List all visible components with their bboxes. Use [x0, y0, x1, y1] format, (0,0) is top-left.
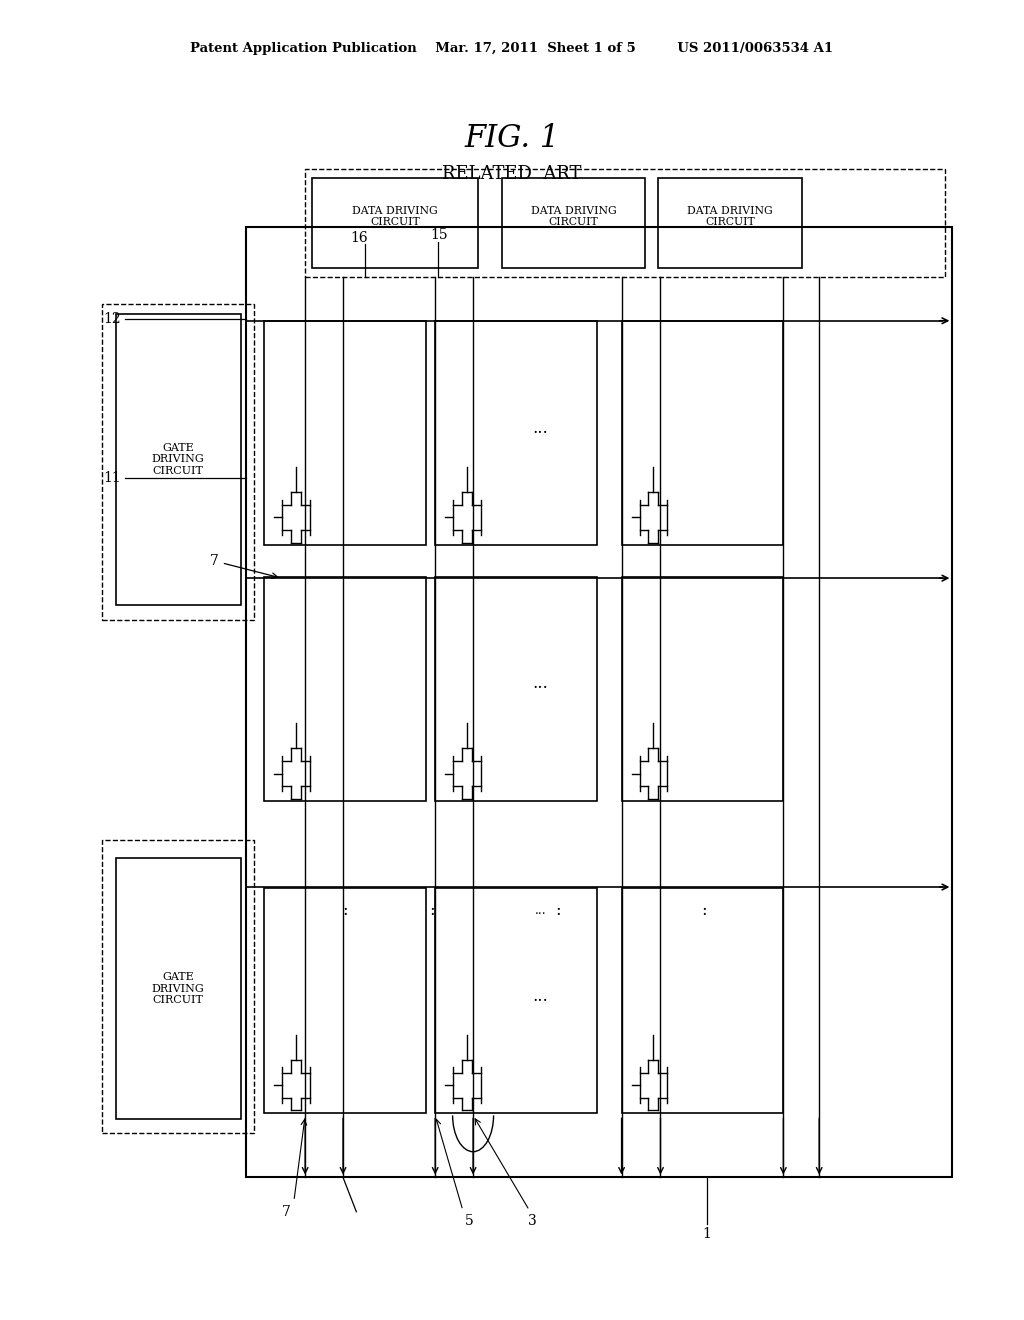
Bar	[264, 577, 426, 801]
Bar	[622, 321, 783, 545]
Text: 11: 11	[103, 471, 121, 484]
Text: DATA DRIVING
CIRCUIT: DATA DRIVING CIRCUIT	[530, 206, 616, 227]
Text: ...: ...	[532, 989, 549, 1005]
Text: :: :	[555, 903, 561, 919]
Bar	[658, 178, 802, 268]
Text: GATE
DRIVING
CIRCUIT: GATE DRIVING CIRCUIT	[152, 442, 205, 477]
Bar	[622, 888, 783, 1113]
Text: GATE
DRIVING
CIRCUIT: GATE DRIVING CIRCUIT	[152, 972, 205, 1006]
Bar	[102, 840, 254, 1133]
Text: 3: 3	[528, 1214, 537, 1228]
Bar	[264, 888, 426, 1113]
Text: 5: 5	[465, 1214, 473, 1228]
Text: :: :	[701, 903, 708, 919]
Text: 1: 1	[702, 1228, 711, 1241]
Text: 15: 15	[430, 228, 447, 242]
Text: ...: ...	[535, 904, 547, 917]
Text: ...: ...	[532, 421, 549, 437]
Bar	[102, 304, 254, 620]
Bar	[435, 577, 597, 801]
Text: 7: 7	[210, 554, 278, 578]
Text: 7: 7	[283, 1205, 291, 1218]
Text: DATA DRIVING
CIRCUIT: DATA DRIVING CIRCUIT	[687, 206, 773, 227]
Bar	[264, 321, 426, 545]
Bar	[116, 314, 241, 605]
Text: FIG. 1: FIG. 1	[464, 123, 560, 154]
Bar	[502, 178, 645, 268]
Text: 12: 12	[103, 313, 121, 326]
Bar	[435, 888, 597, 1113]
Text: Patent Application Publication    Mar. 17, 2011  Sheet 1 of 5         US 2011/00: Patent Application Publication Mar. 17, …	[190, 42, 834, 55]
Bar	[305, 169, 945, 277]
Text: DATA DRIVING
CIRCUIT: DATA DRIVING CIRCUIT	[352, 206, 438, 227]
Bar	[435, 321, 597, 545]
Bar	[622, 577, 783, 801]
Text: 16: 16	[350, 231, 368, 244]
Text: :: :	[429, 903, 435, 919]
Text: ...: ...	[532, 676, 549, 692]
Text: :: :	[342, 903, 348, 919]
Bar	[116, 858, 241, 1119]
Text: RELATED  ART: RELATED ART	[442, 165, 582, 183]
Bar	[312, 178, 478, 268]
Bar	[246, 227, 952, 1177]
